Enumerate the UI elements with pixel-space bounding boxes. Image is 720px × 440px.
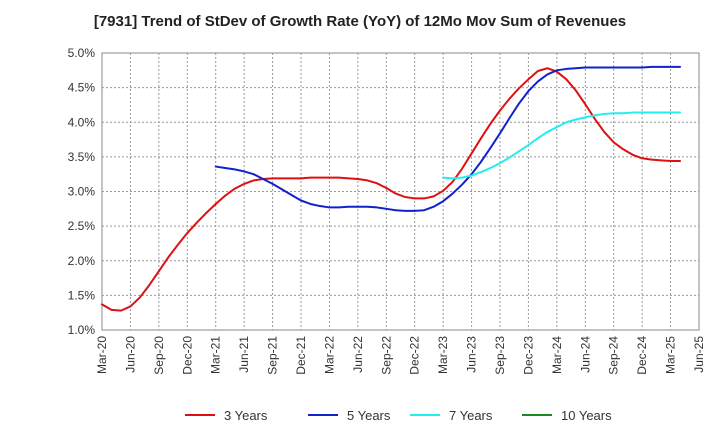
x-tick-label: Mar-23 — [436, 336, 450, 374]
x-tick-label: Dec-23 — [521, 336, 535, 375]
series-line-5-years — [214, 65, 682, 212]
y-tick-label: 1.0% — [68, 323, 96, 337]
x-tick-label: Sep-23 — [493, 336, 507, 375]
legend-label-7-years: 7 Years — [449, 408, 493, 423]
x-tick-label: Dec-21 — [294, 336, 308, 375]
x-tick-label: Sep-21 — [266, 336, 280, 375]
x-tick-label: Dec-22 — [408, 336, 422, 375]
y-tick-label: 3.0% — [68, 185, 96, 199]
y-tick-label: 4.5% — [68, 81, 96, 95]
y-tick-label: 1.5% — [68, 288, 96, 302]
x-axis: Mar-20 Jun-20 Sep-20 Dec-20 Mar-21 Jun-21 Sep-… — [95, 336, 706, 375]
y-axis: 1.0% 1.5% 2.0% 2.5% 3.0% 3.5% 4.0% 4.5% 5.0% — [68, 46, 96, 337]
y-tick-label: 2.5% — [68, 219, 96, 233]
x-tick-label: Jun-25 — [692, 336, 706, 373]
y-tick-label: 3.5% — [68, 150, 96, 164]
legend-label-10-years: 10 Years — [561, 408, 612, 423]
y-tick-label: 2.0% — [68, 254, 96, 268]
x-tick-label: Mar-20 — [95, 336, 109, 374]
x-tick-label: Jun-23 — [465, 336, 479, 373]
x-tick-label: Mar-21 — [209, 336, 223, 374]
series-line-7-years — [442, 111, 682, 180]
legend: 3 Years 5 Years 7 Years 10 Years — [185, 408, 612, 423]
series-line-3-years — [101, 67, 682, 312]
grid-lines — [102, 53, 699, 330]
x-tick-label: Jun-24 — [578, 336, 592, 373]
x-tick-label: Jun-20 — [123, 336, 137, 373]
x-tick-label: Mar-25 — [664, 336, 678, 374]
x-tick-label: Jun-22 — [351, 336, 365, 373]
y-tick-label: 4.0% — [68, 115, 96, 129]
x-tick-label: Sep-22 — [379, 336, 393, 375]
legend-label-3-years: 3 Years — [224, 408, 268, 423]
chart-title: [7931] Trend of StDev of Growth Rate (Yo… — [93, 13, 627, 30]
x-tick-label: Sep-24 — [607, 336, 621, 375]
x-tick-label: Mar-22 — [322, 336, 336, 374]
y-tick-label: 5.0% — [68, 46, 96, 60]
x-tick-label: Dec-20 — [180, 336, 194, 375]
x-tick-label: Sep-20 — [152, 336, 166, 375]
x-tick-label: Dec-24 — [635, 336, 649, 375]
series-lines — [101, 65, 682, 312]
legend-label-5-years: 5 Years — [347, 408, 391, 423]
x-tick-label: Jun-21 — [237, 336, 251, 373]
x-tick-label: Mar-24 — [550, 336, 564, 374]
